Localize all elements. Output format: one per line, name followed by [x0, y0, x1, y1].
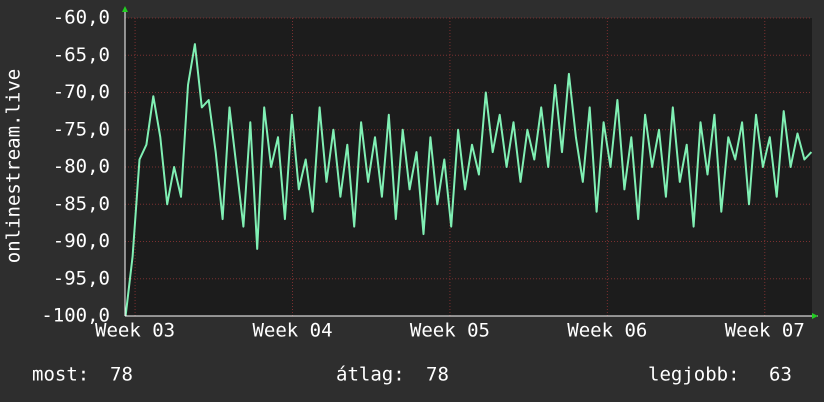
data-line: [124, 43, 813, 317]
y-arrow: [122, 6, 128, 12]
y-axis-label: onlinestream.live: [3, 69, 25, 263]
x-tick-label: Week 06: [567, 320, 647, 342]
x-tick-label: Week 07: [725, 320, 805, 342]
y-tick-label: -100,0: [41, 305, 110, 327]
marks: [124, 43, 813, 317]
y-tick-label: -60,0: [53, 7, 110, 29]
x-tick-label: Week 04: [252, 320, 332, 342]
y-tick-label: -75,0: [53, 118, 110, 140]
footer-value: 63: [769, 364, 792, 386]
footer-label: átlag:: [336, 364, 405, 386]
x-tick-label: Week 05: [410, 320, 490, 342]
labels: -60,0 -65,0 -70,0 -75,0 -80,0 -85,0 -90,0 -95,0…: [41, 7, 804, 342]
y-tick-label: -95,0: [53, 267, 110, 289]
footer-label: legjobb:: [648, 364, 740, 386]
y-tick-label: -80,0: [53, 156, 110, 178]
x-arrow: [812, 313, 818, 319]
footer-label: most:: [32, 364, 89, 386]
y-tick-label: -65,0: [53, 44, 110, 66]
footer-value: 78: [110, 364, 133, 386]
y-tick-label: -90,0: [53, 230, 110, 252]
footer-value: 78: [426, 364, 449, 386]
y-tick-label: -85,0: [53, 193, 110, 215]
y-tick-label: -70,0: [53, 81, 110, 103]
x-tick-label: Week 03: [95, 320, 175, 342]
